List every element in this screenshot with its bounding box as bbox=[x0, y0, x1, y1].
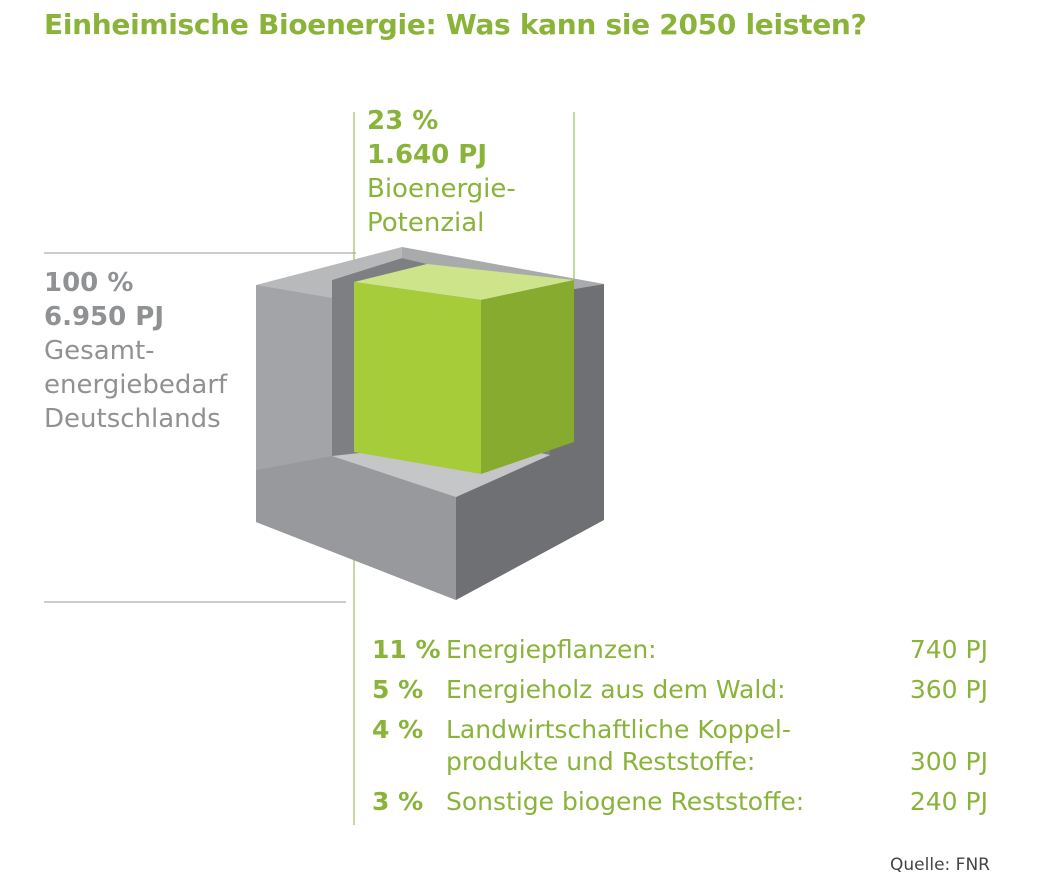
item-desc-line: produkte und Reststoffe: bbox=[446, 747, 756, 776]
item-value: 360 PJ bbox=[909, 675, 988, 704]
total-line3: Deutschlands bbox=[44, 404, 221, 434]
item-desc: Sonstige biogene Reststoffe: bbox=[446, 786, 868, 818]
bio-pj: 1.640 PJ bbox=[367, 140, 488, 170]
list-item: 3 % Sonstige biogene Reststoffe: 240 PJ bbox=[372, 786, 988, 818]
page-title: Einheimische Bioenergie: Was kann sie 20… bbox=[44, 8, 867, 41]
item-desc: Landwirtschaftliche Koppel- produkte und… bbox=[446, 714, 868, 778]
green-cube-top bbox=[354, 264, 574, 300]
list-item: 5 % Energieholz aus dem Wald: 360 PJ bbox=[372, 674, 988, 706]
bio-pct: 23 % bbox=[367, 106, 439, 136]
bio-potential-label: 23 % 1.640 PJ Bioenergie- Potenzial bbox=[367, 104, 516, 240]
item-desc: Energieholz aus dem Wald: bbox=[446, 674, 868, 706]
item-pct: 5 % bbox=[372, 675, 424, 704]
item-value: 240 PJ bbox=[909, 787, 988, 816]
bio-line2: Potenzial bbox=[367, 208, 485, 238]
item-value: 300 PJ bbox=[909, 747, 988, 776]
total-line2: energiebedarf bbox=[44, 370, 228, 400]
item-desc-line: Sonstige biogene Reststoffe: bbox=[446, 787, 805, 816]
gray-cube-left-wall bbox=[256, 285, 332, 470]
green-cube-side bbox=[481, 280, 574, 474]
bio-line1: Bioenergie- bbox=[367, 174, 516, 204]
breakdown-list: 11 % Energiepflanzen: 740 PJ 5 % Energie… bbox=[372, 634, 988, 826]
item-pct: 3 % bbox=[372, 787, 424, 816]
item-desc-line: Energieholz aus dem Wald: bbox=[446, 675, 786, 704]
total-line1: Gesamt- bbox=[44, 336, 155, 366]
item-desc-line: Landwirtschaftliche Koppel- bbox=[446, 715, 791, 744]
item-value: 740 PJ bbox=[909, 635, 988, 664]
gray-cube-front-bottom bbox=[256, 456, 456, 600]
total-pct: 100 % bbox=[44, 268, 134, 298]
source-note: Quelle: FNR bbox=[890, 855, 990, 875]
item-desc: Energiepflanzen: bbox=[446, 634, 868, 666]
total-pj: 6.950 PJ bbox=[44, 302, 165, 332]
total-demand-label: 100 % 6.950 PJ Gesamt- energiebedarf Deu… bbox=[44, 266, 227, 436]
item-pct: 11 % bbox=[372, 635, 441, 664]
list-item: 11 % Energiepflanzen: 740 PJ bbox=[372, 634, 988, 666]
list-item: 4 % Landwirtschaftliche Koppel- produkte… bbox=[372, 714, 988, 778]
item-pct: 4 % bbox=[372, 715, 424, 744]
item-desc-line: Energiepflanzen: bbox=[446, 635, 657, 664]
green-cube-front bbox=[354, 282, 481, 474]
